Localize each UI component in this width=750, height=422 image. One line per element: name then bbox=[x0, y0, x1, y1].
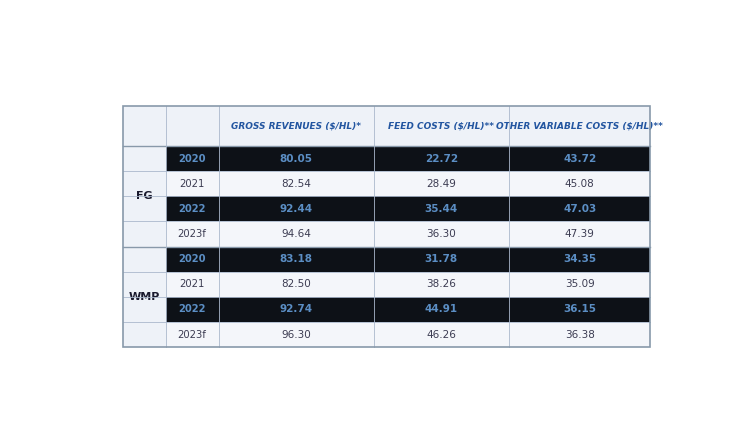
Text: GROSS REVENUES ($/HL)*: GROSS REVENUES ($/HL)* bbox=[231, 122, 361, 130]
Bar bbox=[123, 322, 166, 347]
Text: 2022: 2022 bbox=[178, 204, 206, 214]
Text: FEED COSTS ($/HL)**: FEED COSTS ($/HL)** bbox=[388, 122, 494, 130]
Bar bbox=[123, 146, 166, 171]
Text: 2021: 2021 bbox=[179, 179, 205, 189]
Bar bbox=[123, 196, 166, 222]
Text: 36.38: 36.38 bbox=[565, 330, 595, 340]
Text: 22.72: 22.72 bbox=[424, 154, 458, 164]
Bar bbox=[123, 106, 650, 146]
Text: 96.30: 96.30 bbox=[281, 330, 311, 340]
Text: 45.08: 45.08 bbox=[565, 179, 595, 189]
Text: 83.18: 83.18 bbox=[280, 254, 313, 264]
Text: 44.91: 44.91 bbox=[424, 304, 458, 314]
Text: 2020: 2020 bbox=[178, 254, 206, 264]
Text: 47.03: 47.03 bbox=[563, 204, 596, 214]
Text: 35.44: 35.44 bbox=[424, 204, 458, 214]
Bar bbox=[123, 246, 166, 272]
Text: 34.35: 34.35 bbox=[563, 254, 596, 264]
Text: 82.54: 82.54 bbox=[281, 179, 311, 189]
Text: OTHER VARIABLE COSTS ($/HL)**: OTHER VARIABLE COSTS ($/HL)** bbox=[496, 122, 663, 130]
Text: 28.49: 28.49 bbox=[427, 179, 456, 189]
Text: 36.30: 36.30 bbox=[427, 229, 456, 239]
Bar bbox=[123, 272, 166, 297]
Text: 38.26: 38.26 bbox=[427, 279, 456, 289]
Bar bbox=[166, 297, 650, 322]
Text: 47.39: 47.39 bbox=[565, 229, 595, 239]
Bar bbox=[123, 222, 166, 246]
Text: 80.05: 80.05 bbox=[280, 154, 313, 164]
Text: 92.44: 92.44 bbox=[280, 204, 313, 214]
Bar bbox=[123, 106, 650, 347]
Bar bbox=[166, 246, 650, 272]
Text: 82.50: 82.50 bbox=[281, 279, 311, 289]
Text: 31.78: 31.78 bbox=[424, 254, 458, 264]
Bar bbox=[166, 272, 650, 297]
Bar bbox=[166, 222, 650, 246]
Text: 36.15: 36.15 bbox=[563, 304, 596, 314]
Text: 35.09: 35.09 bbox=[565, 279, 595, 289]
Bar bbox=[166, 322, 650, 347]
Text: 2023f: 2023f bbox=[178, 229, 206, 239]
Text: 2023f: 2023f bbox=[178, 330, 206, 340]
Bar bbox=[123, 297, 166, 322]
Text: 46.26: 46.26 bbox=[427, 330, 456, 340]
Bar bbox=[166, 146, 650, 171]
Bar bbox=[123, 106, 650, 347]
Text: 43.72: 43.72 bbox=[563, 154, 596, 164]
Bar bbox=[166, 196, 650, 222]
Text: 2022: 2022 bbox=[178, 304, 206, 314]
Bar bbox=[123, 171, 166, 196]
Bar bbox=[166, 171, 650, 196]
Text: FG: FG bbox=[136, 191, 153, 201]
Text: 2021: 2021 bbox=[179, 279, 205, 289]
Text: 2020: 2020 bbox=[178, 154, 206, 164]
Text: WMP: WMP bbox=[129, 292, 160, 302]
Text: 94.64: 94.64 bbox=[281, 229, 311, 239]
Text: 92.74: 92.74 bbox=[280, 304, 313, 314]
